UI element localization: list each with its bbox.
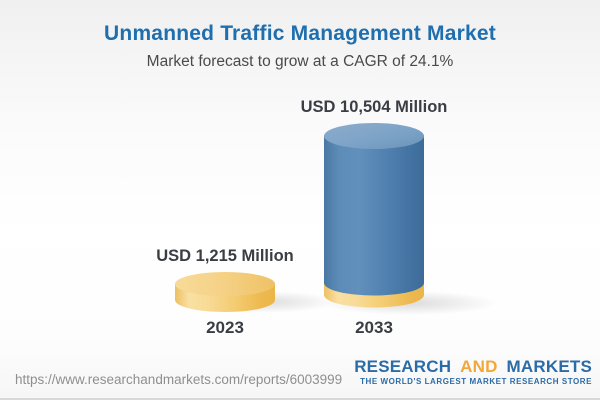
bar-2033-cylinder (324, 123, 424, 308)
logo-tagline: THE WORLD'S LARGEST MARKET RESEARCH STOR… (360, 377, 592, 386)
year-label-2023: 2023 (206, 318, 244, 337)
chart-subtitle: Market forecast to grow at a CAGR of 24.… (146, 53, 454, 70)
value-label-2023: USD 1,215 Million (156, 247, 294, 265)
logo-wordmark: RESEARCH AND MARKETS (354, 358, 592, 375)
logo-word-markets: MARKETS (506, 357, 592, 376)
year-label-2033: 2033 (355, 318, 393, 337)
value-label-2033: USD 10,504 Million (300, 98, 448, 116)
bar-2023-cylinder (175, 272, 275, 312)
research-and-markets-logo: RESEARCH AND MARKETS THE WORLD'S LARGEST… (354, 358, 592, 386)
logo-word-research: RESEARCH (354, 357, 452, 376)
logo-word-and: AND (460, 357, 498, 376)
page-title: Unmanned Traffic Management Market (104, 22, 496, 45)
source-url: https://www.researchandmarkets.com/repor… (15, 372, 343, 387)
